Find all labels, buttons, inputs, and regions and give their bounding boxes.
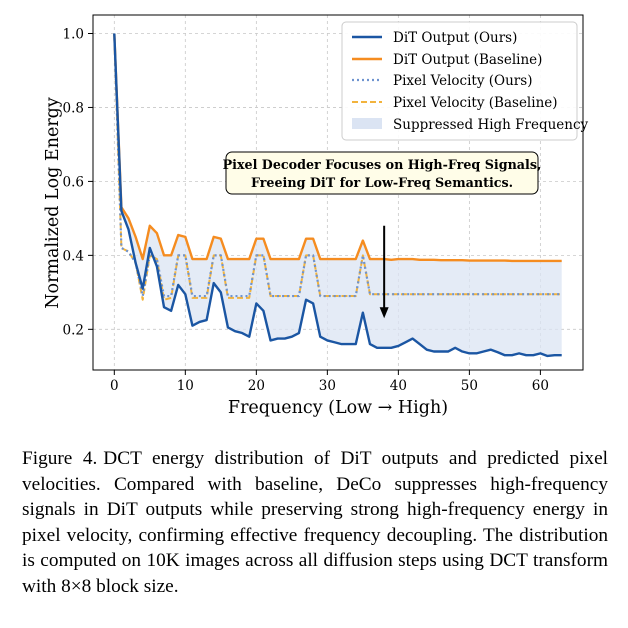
suppressed-region: [114, 33, 562, 356]
x-tick-label: 30: [319, 378, 336, 394]
y-tick-label: 1.0: [63, 26, 84, 42]
annotation-line-1: Pixel Decoder Focuses on High-Freq Signa…: [223, 157, 542, 172]
fill-layer: [114, 33, 562, 356]
legend: DiT Output (Ours) DiT Output (Baseline) …: [341, 21, 589, 141]
annotation: Pixel Decoder Focuses on High-Freq Signa…: [223, 151, 542, 319]
axis-ticks: 0 10 20 30 40 50 60 0.2 0.4 0.6 0.8 1.0: [63, 26, 549, 394]
legend-label-pixel-ours: Pixel Velocity (Ours): [393, 73, 532, 89]
series-layer: [113, 33, 562, 358]
legend-box: [341, 21, 578, 141]
legend-swatch-suppressed: [352, 118, 382, 129]
series-line-pixel-velocity-baseline: [113, 33, 562, 301]
x-tick-label: 50: [461, 378, 478, 394]
x-tick-label: 40: [390, 378, 407, 394]
x-axis-label: Frequency (Low → High): [228, 398, 448, 418]
annotation-arrowhead: [379, 307, 389, 319]
annotation-box: [225, 151, 539, 195]
series-line-dit-output-baseline: [113, 33, 562, 263]
y-tick-label: 0.2: [63, 322, 84, 338]
annotation-line-2: Freeing DiT for Low-Freq Semantics.: [251, 175, 513, 190]
y-tick-label: 0.8: [63, 100, 84, 116]
y-tick-label: 0.4: [63, 248, 84, 264]
legend-label-dit-ours: DiT Output (Ours): [393, 30, 517, 46]
legend-label-dit-baseline: DiT Output (Baseline): [393, 52, 542, 68]
y-tick-label: 0.6: [63, 174, 84, 190]
x-tick-label: 60: [532, 378, 549, 394]
y-axis-label: Normalized Log Energy: [43, 97, 63, 309]
x-tick-label: 0: [110, 378, 119, 394]
x-tick-label: 20: [248, 378, 265, 394]
plot-frame: [92, 14, 584, 371]
caption-label: Figure 4.: [22, 448, 98, 469]
series-line-dit-output-ours: [113, 33, 562, 358]
caption-text: DCT energy distribution of DiT outputs a…: [22, 448, 608, 597]
dct-energy-chart: 0 10 20 30 40 50 60 0.2 0.4 0.6 0.8 1.0 Frequency (…: [43, 14, 589, 418]
figure-caption: Figure 4. DCT energy distribution of DiT …: [22, 446, 608, 600]
legend-label-suppressed: Suppressed High Frequency: [393, 117, 589, 133]
legend-label-pixel-baseline: Pixel Velocity (Baseline): [393, 95, 558, 111]
x-tick-label: 10: [177, 378, 194, 394]
